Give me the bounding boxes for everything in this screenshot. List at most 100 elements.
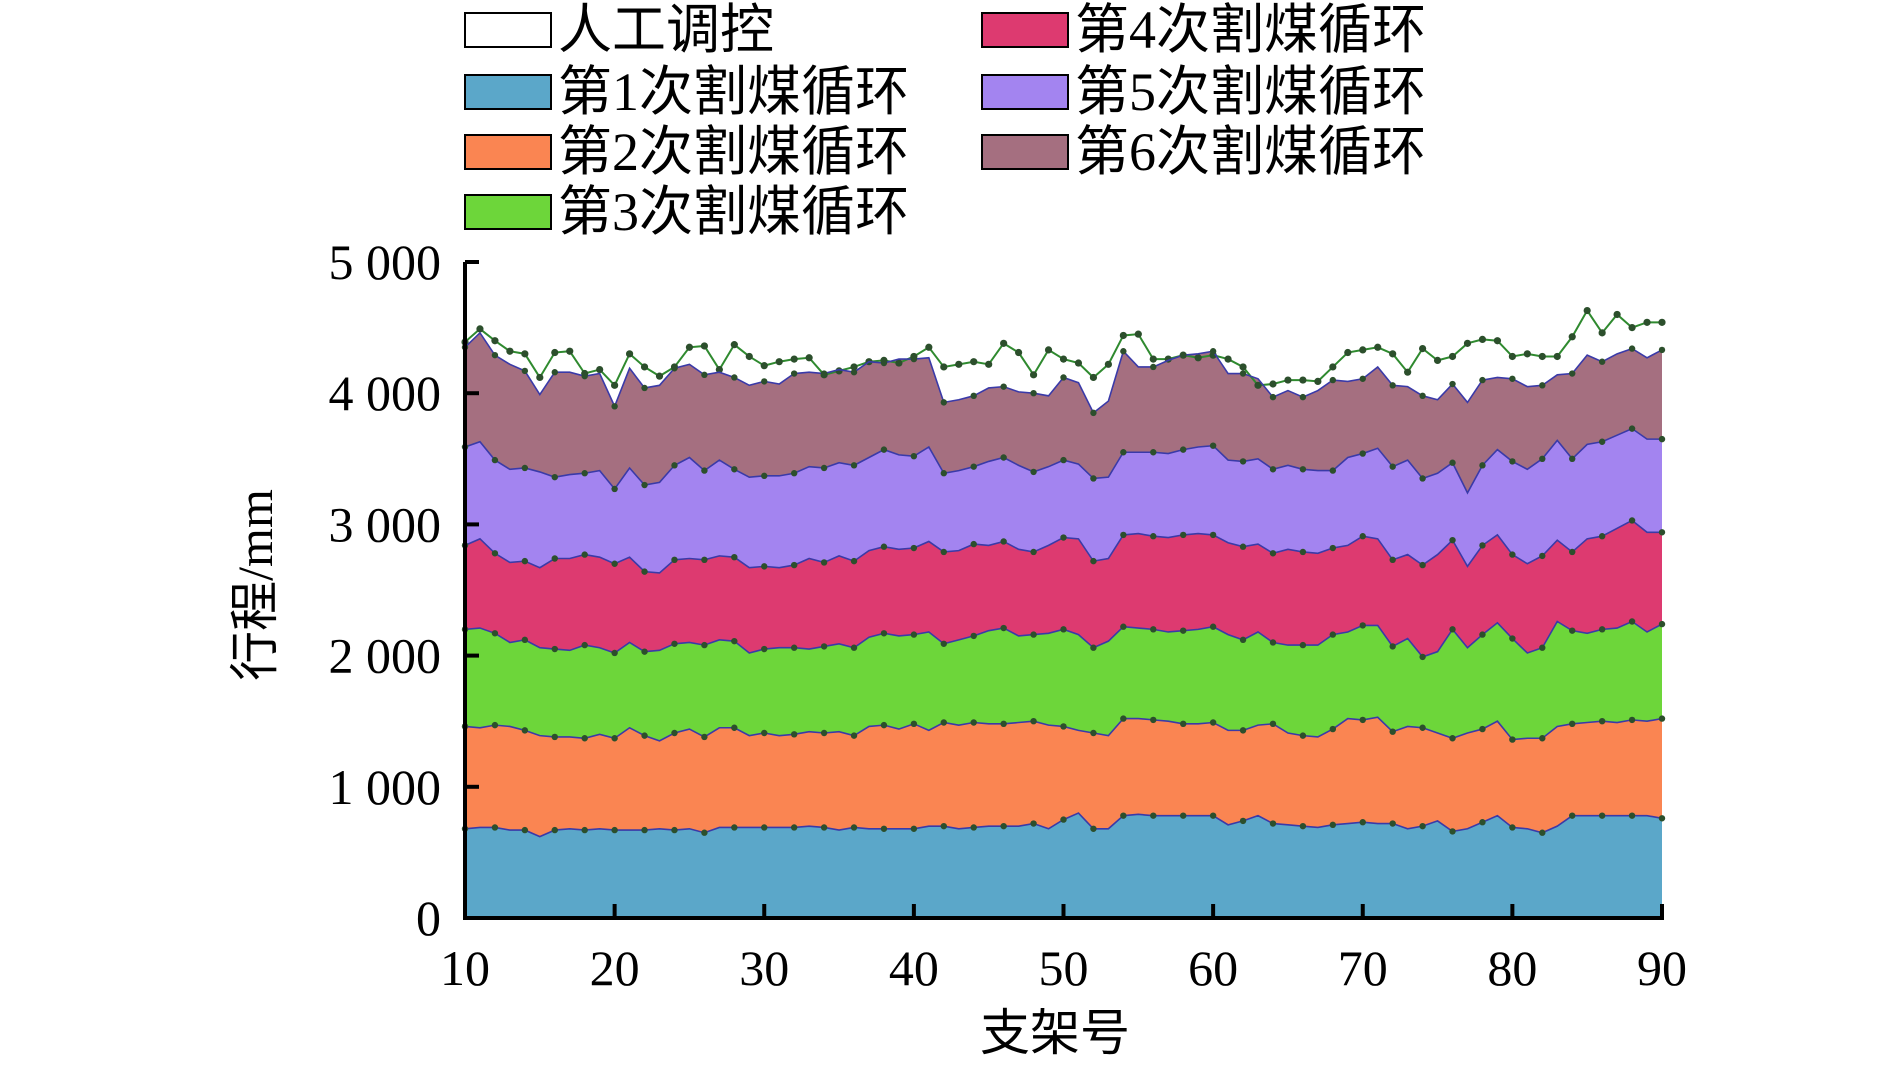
manual-control-point <box>1344 348 1352 357</box>
manual-control-point <box>1493 337 1502 345</box>
series-3-point <box>641 648 648 655</box>
series-5-point <box>1419 475 1426 482</box>
manual-control-point <box>1538 352 1546 361</box>
series-1-point <box>1060 816 1067 823</box>
series-5-point <box>940 470 947 477</box>
x-axis-ticks: 10 20 30 40 50 60 70 80 90 <box>440 904 1687 996</box>
series-2-point <box>1090 729 1097 737</box>
series-2-point <box>1269 720 1277 728</box>
series-1-point <box>880 825 888 832</box>
series-4-point <box>1569 548 1576 556</box>
series-1-point <box>1209 812 1217 819</box>
manual-control-point <box>476 325 484 333</box>
legend-label: 第4次割煤循环 <box>1075 0 1426 60</box>
manual-control-point <box>745 352 753 361</box>
series-2-point <box>611 735 618 742</box>
series-3-point <box>970 632 977 640</box>
series-5-point <box>1060 456 1067 464</box>
legend-swatch <box>464 12 552 48</box>
series-1-point <box>1449 828 1456 835</box>
series-6-point <box>641 384 648 392</box>
series-5-point <box>1509 458 1516 465</box>
manual-control-point <box>790 355 798 363</box>
series-1-point <box>1030 820 1037 827</box>
manual-control-point <box>536 373 544 382</box>
legend-label: 第1次割煤循环 <box>558 62 909 122</box>
manual-control-point <box>925 343 933 351</box>
series-6-point <box>880 359 888 367</box>
series-1-point <box>1359 819 1366 826</box>
series-4-point <box>611 560 618 567</box>
series-2-point <box>1389 728 1396 735</box>
series-4-point <box>1539 552 1546 560</box>
series-2-point <box>1479 725 1486 733</box>
manual-control-point <box>1254 381 1262 389</box>
series-5-point <box>1598 438 1606 445</box>
series-4-point <box>1060 534 1067 541</box>
series-1-point <box>701 829 708 836</box>
series-1-point <box>1150 812 1157 819</box>
series-1-point <box>761 824 768 831</box>
manual-control-point <box>1643 318 1651 326</box>
y-tick-label: 4 000 <box>329 365 442 421</box>
series-6-point <box>1209 348 1217 355</box>
series-4-point <box>1299 548 1307 556</box>
x-tick-label: 60 <box>1188 940 1238 996</box>
manual-control-point <box>1478 335 1487 344</box>
y-tick-label: 5 000 <box>329 234 442 290</box>
y-axis-label: 行程/mm <box>227 489 283 681</box>
series-4-point <box>1239 543 1247 550</box>
series-3-point <box>1209 623 1217 630</box>
legend-swatch <box>464 74 552 110</box>
series-6-point <box>1239 370 1247 377</box>
series-6-point <box>790 370 798 377</box>
series-1-point <box>1329 821 1337 829</box>
x-tick-label: 40 <box>889 940 939 996</box>
x-tick-label: 30 <box>739 940 789 996</box>
manual-control-point <box>491 337 499 345</box>
series-4-point <box>940 548 947 556</box>
series-5-point <box>731 466 738 473</box>
series-6-point <box>1030 390 1037 397</box>
series-4-point <box>1449 536 1456 544</box>
x-tick-label: 90 <box>1637 940 1687 996</box>
manual-control-point <box>1329 363 1337 371</box>
series-4-point <box>1389 556 1396 564</box>
series-6-point <box>1598 358 1606 365</box>
series-2-point <box>880 721 888 729</box>
series-1-point <box>1628 812 1636 819</box>
manual-control-point <box>955 360 963 368</box>
series-6-point <box>1180 351 1187 359</box>
series-6-point <box>731 374 738 381</box>
series-6-point <box>970 392 977 400</box>
series-4-point <box>1509 551 1516 558</box>
area-series-5 <box>465 428 1662 573</box>
series-4-point <box>551 555 558 562</box>
series-5-point <box>1120 449 1127 456</box>
manual-control-point <box>1284 376 1292 384</box>
series-6-point <box>1419 392 1426 400</box>
series-2-point <box>1239 727 1247 734</box>
area-series-2 <box>465 717 1662 837</box>
manual-control-point <box>521 350 529 358</box>
series-2-point <box>641 732 648 739</box>
x-tick-label: 10 <box>440 940 490 996</box>
series-3-point <box>731 637 738 645</box>
series-4-point <box>641 568 648 575</box>
series-1-point <box>1598 812 1606 819</box>
series-3-point <box>671 640 678 647</box>
series-5-point <box>1479 462 1486 469</box>
series-5-point <box>1299 466 1307 473</box>
x-tick-label: 50 <box>1039 940 1089 996</box>
series-5-point <box>1090 475 1097 482</box>
series-1-point <box>1509 824 1516 831</box>
manual-control-point <box>805 354 813 362</box>
series-3-point <box>521 636 529 644</box>
manual-control-point <box>611 381 619 389</box>
series-1-point <box>641 826 648 834</box>
series-5-point <box>1449 459 1456 466</box>
series-3-point <box>1509 635 1516 642</box>
manual-control-point <box>760 362 768 370</box>
manual-control-point <box>730 341 738 349</box>
